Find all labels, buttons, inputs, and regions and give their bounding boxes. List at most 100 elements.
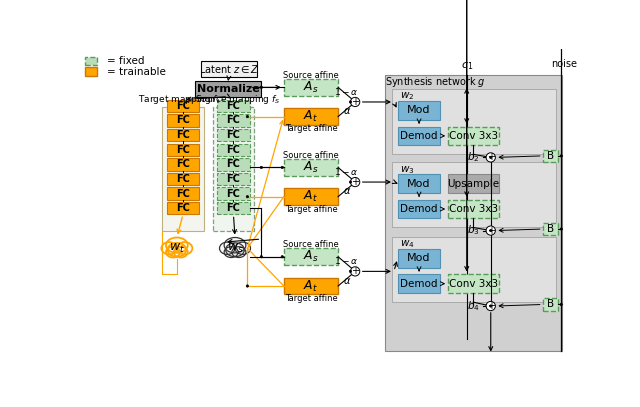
- Text: Conv 3x3: Conv 3x3: [449, 279, 498, 289]
- Circle shape: [490, 230, 492, 232]
- Bar: [201, 61, 257, 77]
- Bar: [217, 129, 250, 141]
- Bar: [397, 174, 440, 193]
- Text: FC: FC: [176, 159, 190, 169]
- Bar: [392, 162, 556, 228]
- Circle shape: [349, 101, 351, 103]
- Text: FC: FC: [227, 101, 241, 111]
- Text: $w_s$: $w_s$: [227, 242, 243, 255]
- Text: $\alpha$: $\alpha$: [343, 276, 351, 286]
- Circle shape: [260, 86, 262, 88]
- Text: FC: FC: [176, 174, 190, 184]
- Bar: [217, 144, 250, 156]
- Text: Demod: Demod: [400, 204, 438, 214]
- Bar: [397, 200, 440, 218]
- Text: Synthesis network $g$: Synthesis network $g$: [385, 75, 486, 89]
- Bar: [217, 114, 250, 127]
- Ellipse shape: [166, 247, 180, 258]
- Ellipse shape: [235, 242, 250, 254]
- Text: FC: FC: [176, 101, 190, 111]
- Text: $1-\alpha$: $1-\alpha$: [333, 166, 358, 177]
- Bar: [167, 188, 199, 200]
- Text: Conv 3x3: Conv 3x3: [449, 131, 498, 141]
- Bar: [212, 107, 254, 231]
- Text: Upsample: Upsample: [447, 179, 499, 188]
- Text: $1-\alpha$: $1-\alpha$: [333, 255, 358, 266]
- Bar: [397, 127, 440, 145]
- Text: +: +: [351, 97, 359, 107]
- Ellipse shape: [166, 238, 188, 253]
- Bar: [167, 158, 199, 171]
- Text: +: +: [487, 225, 495, 236]
- Bar: [217, 188, 250, 200]
- Text: $c_1$: $c_1$: [461, 60, 473, 72]
- Circle shape: [560, 155, 563, 157]
- Bar: [448, 127, 499, 145]
- Text: FC: FC: [176, 188, 190, 199]
- Text: $A_t$: $A_t$: [303, 278, 319, 293]
- Text: $w_2$: $w_2$: [400, 91, 414, 103]
- Text: B: B: [547, 224, 554, 234]
- Bar: [543, 298, 558, 311]
- Bar: [167, 144, 199, 156]
- Text: +: +: [351, 266, 359, 276]
- Bar: [284, 108, 338, 125]
- Text: FC: FC: [227, 130, 241, 140]
- Circle shape: [351, 177, 360, 187]
- Bar: [448, 274, 499, 293]
- Text: $b_3$: $b_3$: [467, 224, 480, 237]
- Circle shape: [349, 270, 351, 273]
- Bar: [392, 237, 556, 302]
- Text: Demod: Demod: [400, 131, 438, 141]
- Text: $w_3$: $w_3$: [400, 164, 414, 176]
- Circle shape: [490, 305, 492, 307]
- Bar: [85, 57, 97, 65]
- Text: Source affine: Source affine: [283, 240, 339, 249]
- Text: $\alpha$: $\alpha$: [343, 186, 351, 196]
- Text: +: +: [351, 177, 359, 187]
- Text: Demod: Demod: [400, 279, 438, 289]
- Text: noise: noise: [552, 59, 577, 69]
- Circle shape: [560, 303, 563, 306]
- Circle shape: [560, 228, 563, 230]
- Text: $A_s$: $A_s$: [303, 160, 319, 175]
- Text: $A_t$: $A_t$: [303, 189, 319, 204]
- Bar: [397, 249, 440, 267]
- Text: $A_s$: $A_s$: [303, 249, 319, 264]
- Bar: [217, 202, 250, 214]
- Text: FC: FC: [227, 188, 241, 199]
- Text: FC: FC: [176, 130, 190, 140]
- Text: $A_s$: $A_s$: [303, 80, 319, 95]
- Ellipse shape: [220, 242, 235, 254]
- Circle shape: [349, 181, 351, 183]
- Bar: [448, 174, 499, 193]
- Bar: [85, 67, 97, 76]
- Circle shape: [351, 97, 360, 107]
- Bar: [217, 158, 250, 171]
- Ellipse shape: [224, 247, 238, 258]
- Text: $1-\alpha$: $1-\alpha$: [333, 86, 358, 97]
- Text: Source mapping $f_S$: Source mapping $f_S$: [195, 93, 280, 106]
- Text: Mod: Mod: [407, 179, 431, 188]
- Bar: [397, 274, 440, 293]
- Circle shape: [246, 285, 248, 287]
- Text: FC: FC: [227, 145, 241, 155]
- Text: B: B: [547, 151, 554, 161]
- Bar: [217, 173, 250, 185]
- Bar: [284, 159, 338, 176]
- Text: FC: FC: [227, 159, 241, 169]
- Circle shape: [260, 256, 262, 258]
- Circle shape: [246, 195, 248, 198]
- Text: $b_2$: $b_2$: [467, 151, 480, 164]
- Bar: [284, 79, 338, 96]
- Text: $w_4$: $w_4$: [400, 239, 414, 250]
- Text: Source affine: Source affine: [283, 151, 339, 160]
- Bar: [167, 100, 199, 112]
- Text: FC: FC: [176, 116, 190, 125]
- Text: FC: FC: [227, 116, 241, 125]
- Text: Latent $z \in Z$: Latent $z \in Z$: [198, 63, 259, 75]
- Circle shape: [281, 256, 284, 258]
- Ellipse shape: [224, 238, 246, 253]
- Text: FC: FC: [227, 203, 241, 213]
- Bar: [167, 129, 199, 141]
